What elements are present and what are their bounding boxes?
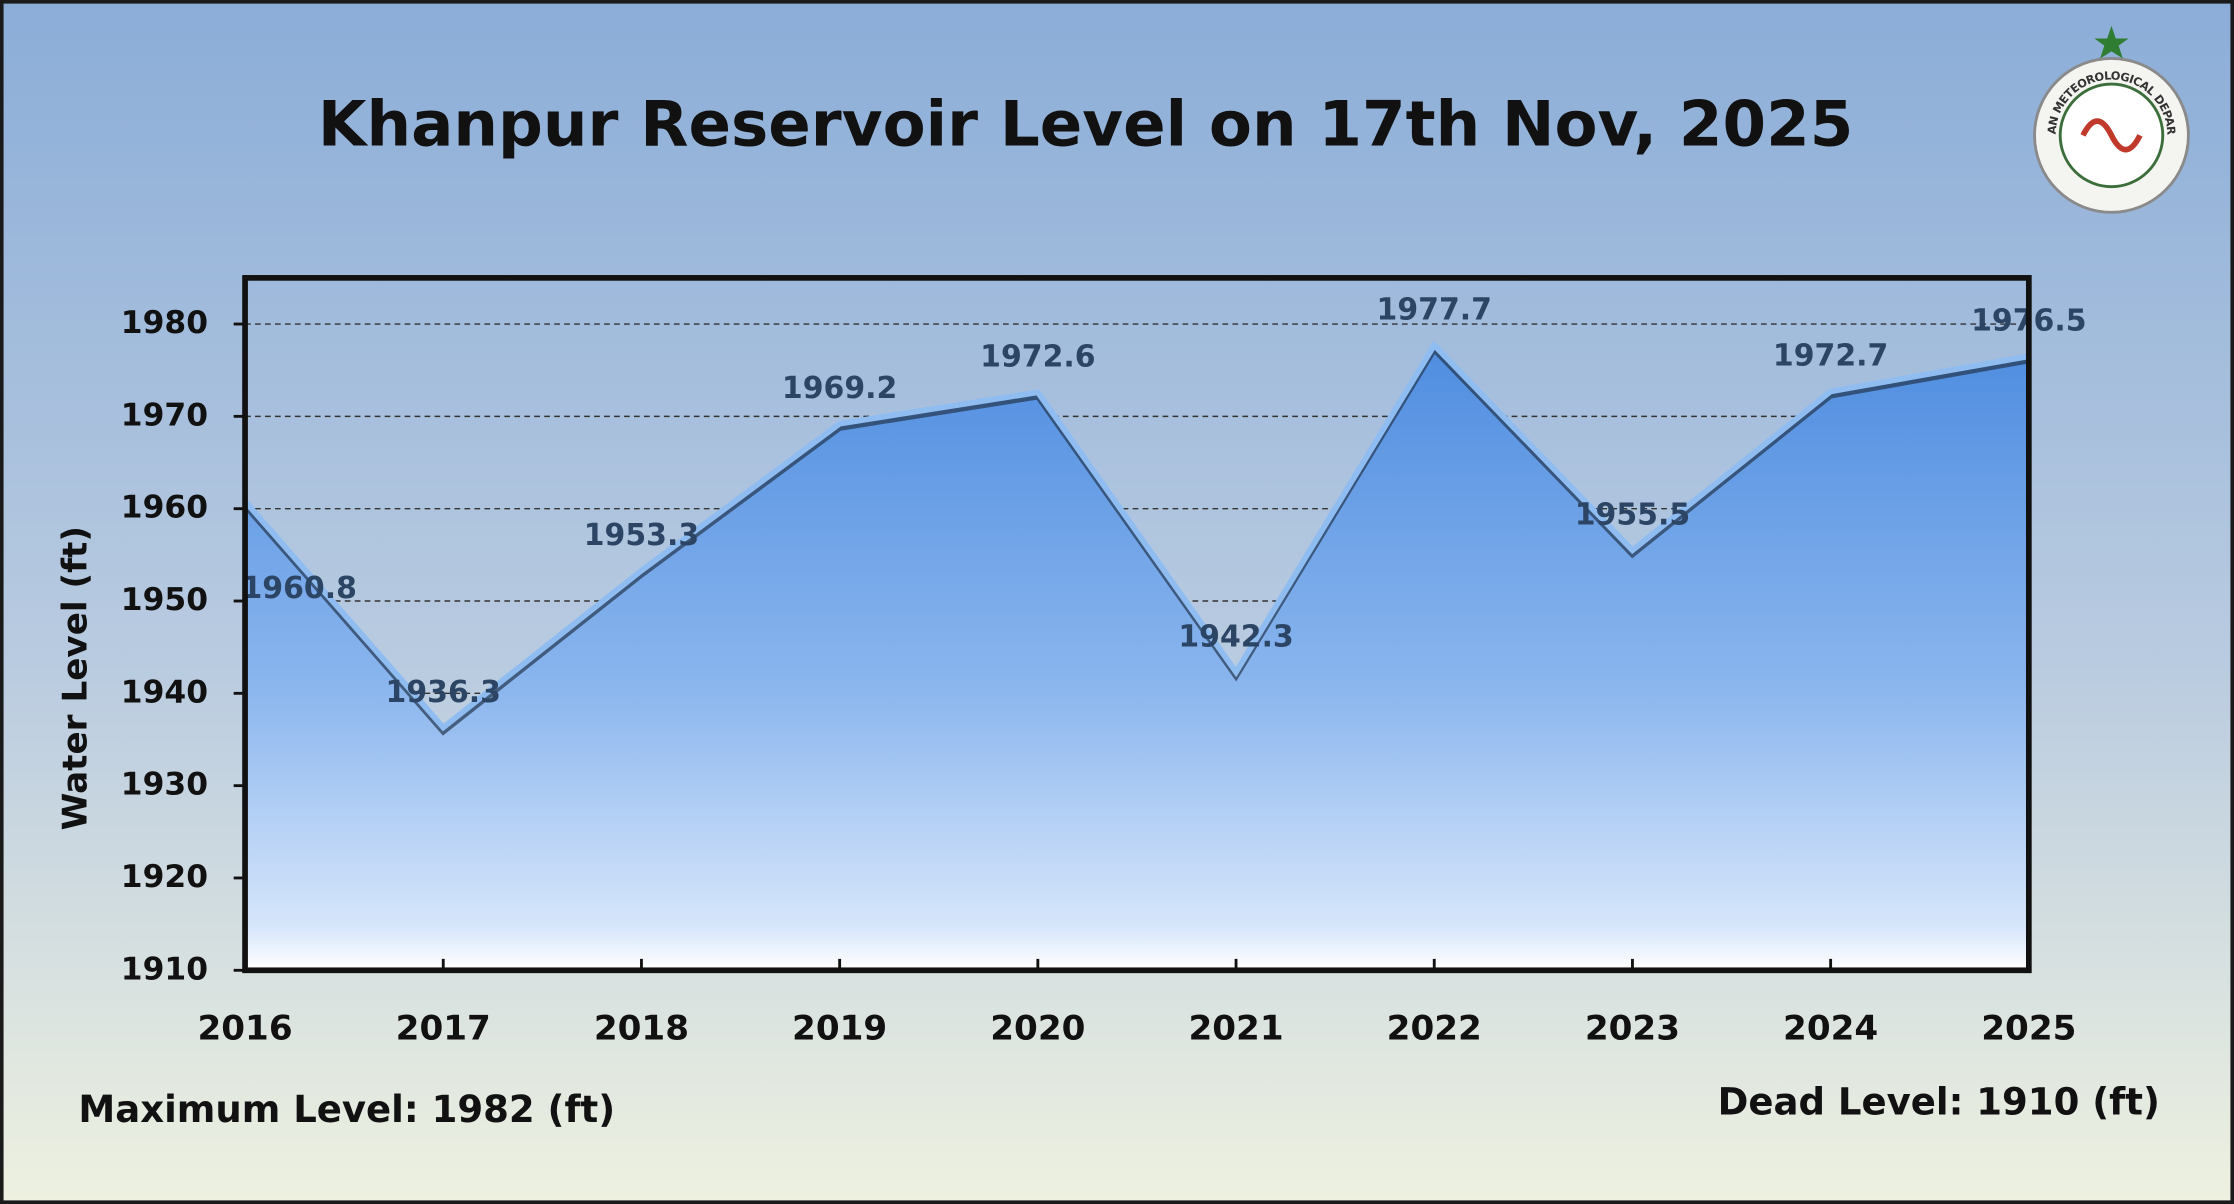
x-tick-label: 2020 (990, 1009, 1085, 1049)
data-label: 1977.7 (1377, 293, 1492, 328)
logo-star (2094, 25, 2129, 59)
x-tick-label: 2019 (792, 1009, 887, 1049)
y-tick-label: 1980 (121, 305, 208, 341)
y-tick-label: 1970 (121, 397, 208, 433)
x-tick-label: 2018 (594, 1009, 689, 1049)
data-label: 1972.6 (980, 340, 1095, 375)
x-tick-label: 2025 (1981, 1009, 2076, 1049)
data-label: 1972.7 (1773, 339, 1888, 374)
line (242, 340, 2030, 732)
data-label: 1969.2 (782, 371, 897, 406)
x-tick-label: 2021 (1188, 1009, 1283, 1049)
y-axis-label: Water Level (ft) (55, 526, 95, 830)
plot-frame (242, 275, 2032, 974)
x-tick-label: 2017 (396, 1009, 491, 1049)
y-tick-label: 1940 (121, 674, 208, 710)
logo-icon (2080, 118, 2143, 153)
data-label: 1955.5 (1575, 498, 1690, 533)
x-tick-label: 2016 (197, 1009, 292, 1049)
data-label: 1960.8 (241, 571, 356, 606)
y-tick-label: 1950 (121, 582, 208, 618)
data-label: 1953.3 (584, 518, 699, 553)
y-tick-label: 1930 (121, 767, 208, 803)
y-tick-label: 1910 (121, 951, 208, 987)
annotation: Dead Level: 1910 (ft) (1718, 1081, 2160, 1124)
x-tick-label: 2024 (1783, 1009, 1878, 1049)
x-tick-label: 2023 (1585, 1009, 1680, 1049)
y-tick-label: 1960 (121, 490, 208, 526)
data-label: 1936.3 (386, 675, 501, 710)
chart-title: Khanpur Reservoir Level on 17th Nov, 202… (318, 87, 1853, 160)
x-tick-label: 2022 (1387, 1009, 1482, 1049)
y-tick-label: 1920 (121, 859, 208, 895)
data-label: 1942.3 (1178, 619, 1293, 654)
annotation: Maximum Level: 1982 (ft) (78, 1088, 615, 1131)
